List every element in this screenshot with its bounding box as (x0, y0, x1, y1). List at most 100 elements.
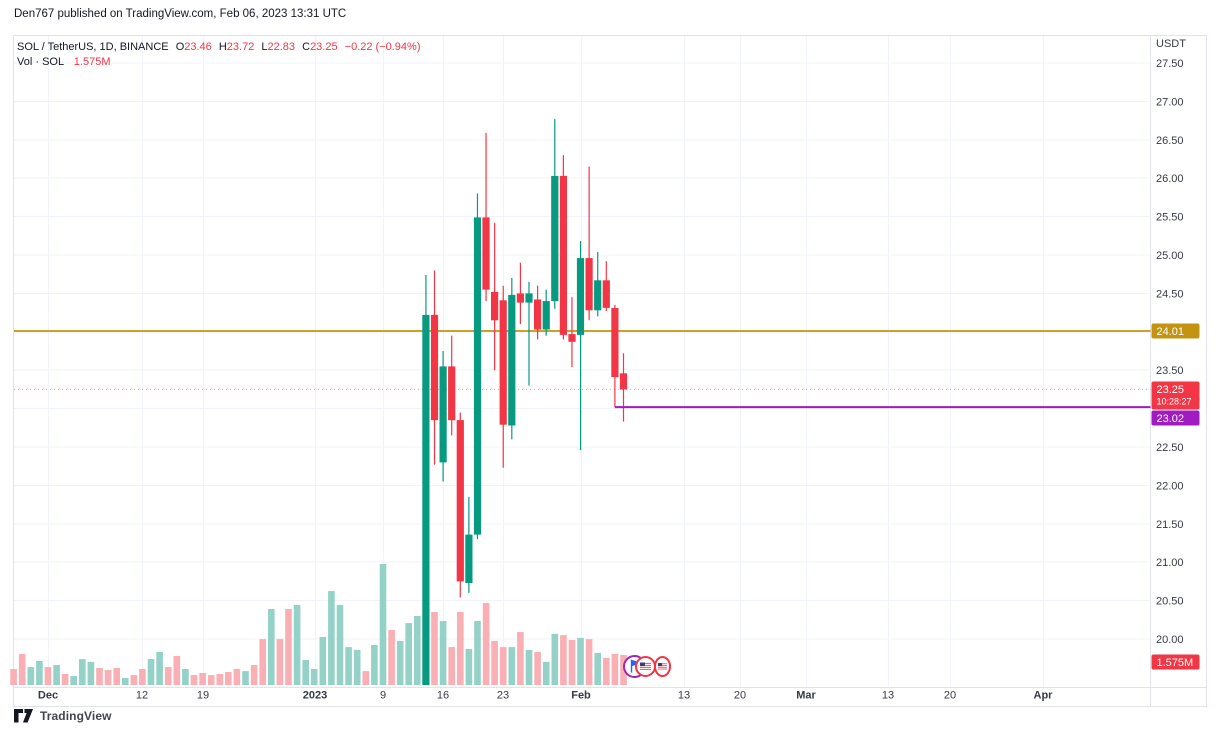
time-tick-label[interactable]: 9 (380, 690, 386, 702)
candle-body[interactable] (585, 258, 593, 311)
volume-bar (508, 647, 516, 685)
time-tick-label[interactable]: 12 (136, 690, 148, 702)
volume-bar (233, 669, 241, 685)
time-tick-label[interactable]: Feb (571, 690, 591, 702)
candle-body[interactable] (439, 366, 447, 463)
candle-body[interactable] (516, 293, 524, 303)
volume-bar (439, 621, 447, 685)
symbol-legend: SOL / TetherUS, 1D, BINANCE O23.46 H23.7… (17, 40, 421, 70)
volume-bar (319, 637, 327, 685)
price-tick-label[interactable]: 26.00 (1156, 173, 1184, 185)
volume-bar (328, 591, 335, 685)
candle-body[interactable] (448, 366, 456, 421)
volume-bar (551, 633, 559, 685)
volume-bar (336, 605, 344, 685)
volume-bar (431, 612, 438, 685)
candle-body[interactable] (619, 373, 628, 390)
us-flag-icon (640, 662, 651, 671)
volume-bar (379, 564, 387, 685)
time-tick-label[interactable]: 13 (882, 690, 894, 702)
volume-bar (405, 623, 412, 685)
candle-body[interactable] (534, 299, 542, 330)
tradingview-logo[interactable]: TradingView (14, 709, 112, 723)
symbol-title[interactable]: SOL / TetherUS, 1D, BINANCE (17, 41, 169, 53)
candle-body[interactable] (542, 301, 550, 330)
candle-body[interactable] (456, 420, 464, 582)
candle-body[interactable] (482, 217, 490, 290)
candle-body[interactable] (422, 314, 430, 685)
volume-bar (396, 641, 404, 685)
volume-bar (139, 669, 146, 685)
candle-body[interactable] (499, 300, 507, 425)
candle-body[interactable] (594, 280, 602, 311)
price-tick-label[interactable]: 22.00 (1156, 480, 1184, 492)
ohlc-high: H23.72 (218, 41, 255, 53)
time-tick-label[interactable]: 19 (197, 690, 209, 702)
candle-body[interactable] (568, 334, 576, 342)
time-tick-label[interactable]: 16 (437, 690, 449, 702)
candle-body[interactable] (491, 291, 499, 321)
price-tick-label[interactable]: 27.50 (1156, 58, 1184, 70)
time-tick-label[interactable]: Dec (38, 690, 58, 702)
change-value: −0.22 (−0.94%) (344, 41, 421, 53)
legend-line-2: Vol · SOL 1.575M (17, 55, 421, 70)
time-tick-label[interactable]: 20 (944, 690, 956, 702)
volume-bar (250, 665, 258, 685)
price-tick-label[interactable]: 27.00 (1156, 96, 1184, 108)
price-tick-label[interactable]: 24.50 (1156, 288, 1184, 300)
volume-bar (577, 637, 584, 685)
volume-bar (560, 635, 567, 685)
time-tick-label[interactable]: 20 (734, 690, 746, 702)
candle-body[interactable] (525, 293, 533, 303)
price-axis-currency[interactable]: USDT (1156, 38, 1186, 50)
time-tick-label[interactable]: 23 (497, 690, 509, 702)
volume-bar (491, 641, 498, 685)
time-tick-label[interactable]: 13 (678, 690, 690, 702)
candle-body[interactable] (602, 280, 610, 308)
ohlc-low: L22.83 (261, 41, 296, 53)
volume-bar (225, 672, 232, 685)
price-tick-label[interactable]: 20.00 (1156, 634, 1184, 646)
candle-body[interactable] (508, 294, 516, 426)
volume-study-label[interactable]: Vol · SOL (17, 56, 64, 68)
volume-bar (199, 673, 206, 685)
candle-body[interactable] (465, 534, 473, 583)
price-tick-label[interactable]: 25.50 (1156, 212, 1184, 224)
volume-bar (259, 639, 266, 685)
candle-body[interactable] (576, 258, 585, 335)
price-tick-label[interactable]: 21.50 (1156, 519, 1184, 531)
volume-bar (457, 612, 464, 685)
candle-body[interactable] (611, 308, 619, 378)
volume-bar (27, 667, 35, 685)
volume-bar (87, 661, 95, 685)
time-tick-label[interactable]: 2023 (303, 690, 327, 702)
time-tick-label[interactable]: Apr (1034, 690, 1054, 702)
volume-bar (585, 639, 593, 685)
publish-header-text: Den767 published on TradingView.com, Feb… (14, 8, 347, 20)
volume-bar (620, 655, 627, 685)
candle-body[interactable] (559, 175, 567, 335)
candle-body[interactable] (430, 314, 439, 421)
time-tick-label[interactable]: Mar (796, 690, 816, 702)
candle-body[interactable] (551, 175, 559, 302)
ohlc-close: C23.25 (302, 41, 338, 53)
volume-bar (53, 665, 60, 685)
price-tick-label[interactable]: 21.00 (1156, 557, 1184, 569)
candle-body[interactable] (473, 217, 482, 535)
price-tick-label[interactable]: 26.50 (1156, 135, 1184, 147)
price-tick-label[interactable]: 22.50 (1156, 442, 1184, 454)
price-tick-label[interactable]: 25.00 (1156, 250, 1184, 262)
price-tick-label[interactable]: 23.50 (1156, 365, 1184, 377)
gold-price-label-text: 24.01 (1157, 326, 1185, 338)
volume-bar (448, 647, 455, 685)
volume-bar (525, 649, 533, 685)
price-tick-label[interactable]: 20.50 (1156, 596, 1184, 608)
volume-study-value: 1.575M (73, 56, 111, 68)
volume-bar (482, 603, 490, 685)
volume-bar (353, 649, 361, 685)
volume-bar (302, 660, 309, 685)
volume-bar (216, 674, 224, 685)
volume-bar (465, 649, 473, 685)
